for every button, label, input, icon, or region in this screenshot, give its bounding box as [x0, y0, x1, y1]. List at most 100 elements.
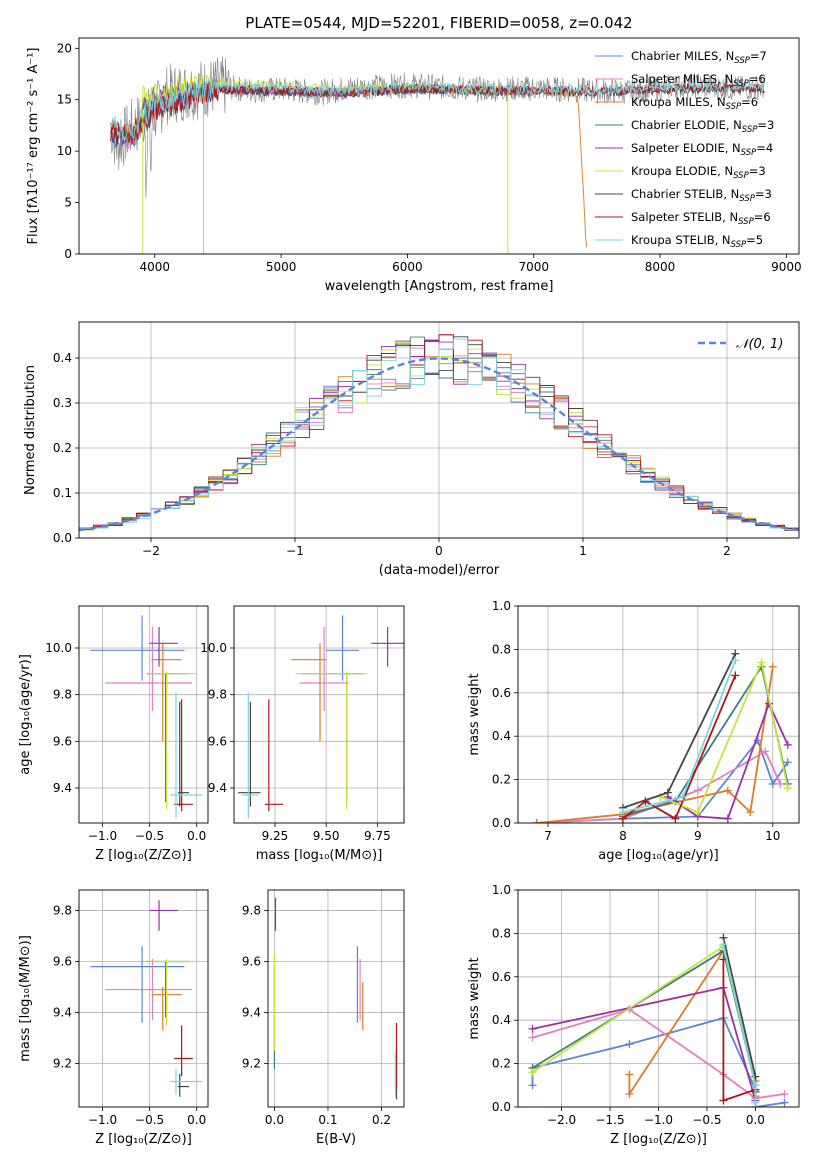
spectrum-axes: 4000 5000 6000 7000 8000 9000 0 5 10 15 20 waveleng…	[26, 41, 802, 294]
weight_vs_Z-ytick-label: 0.4	[492, 1013, 511, 1027]
age_vs_Z-xlabel: Z [log₁₀(Z/Z⊙)]	[95, 848, 192, 863]
weight_vs_age-ytick-label: 0.2	[492, 773, 511, 787]
age_vs_mass-ytick-label: 9.8	[208, 688, 227, 702]
weight_vs_Z-xtick-label: −1.5	[595, 1113, 624, 1127]
residuals-xtick-label: 2	[723, 544, 731, 558]
weight_vs_Z-xtick-label: −0.5	[692, 1113, 721, 1127]
weight_vs_Z-series-line	[532, 986, 757, 1101]
mass_vs_ebv-ytick-label: 9.6	[242, 954, 261, 968]
mass_vs_ebv-ytick-label: 9.8	[242, 903, 261, 917]
spectrum-xtick-label: 8000	[645, 260, 676, 274]
weight_vs_Z-ytick-label: 1.0	[492, 883, 511, 897]
spectrum-xtick-label: 6000	[392, 260, 423, 274]
residuals-ytick-label: 0.4	[53, 351, 72, 365]
residuals-ytick-label: 0.1	[53, 486, 72, 500]
legend-label: Chabrier STELIB, NSSP=3	[631, 187, 772, 204]
weight_vs_Z-ytick-label: 0.2	[492, 1057, 511, 1071]
residuals-xlabel: (data-model)/error	[379, 563, 500, 578]
mass_vs_ebv-xtick-label: 0.1	[318, 1113, 337, 1127]
figure-title: PLATE=0544, MJD=52201, FIBERID=0058, z=0…	[245, 14, 632, 32]
age_vs_mass-xtick-label: 9.25	[262, 829, 289, 843]
spectrum-legend: Chabrier MILES, NSSP=7 Salpeter MILES, NS…	[595, 49, 774, 250]
weight_vs_Z-ylabel: mass weight	[467, 957, 482, 1039]
spectrum-ytick-label: 0	[64, 247, 72, 261]
residuals-ytick-label: 0.3	[53, 396, 72, 410]
weight_vs_Z-xtick-label: −1.0	[644, 1113, 673, 1127]
weight_vs_age-xtick-label: 8	[619, 829, 627, 843]
age_vs_mass-xlabel: mass [log₁₀(M/M⊙)]	[256, 848, 383, 863]
age_vs_Z-ytick-label: 9.4	[53, 781, 72, 795]
mass_vs_ebv-xlabel: E(B-V)	[316, 1132, 356, 1147]
age_vs_Z-xtick-label: −1.0	[88, 829, 117, 843]
residuals-ytick-label: 0.0	[53, 531, 72, 545]
spectrum-model-line	[141, 74, 508, 108]
weight_vs_age-xlabel: age [log₁₀(age/yr)]	[598, 848, 719, 863]
legend-label: Kroupa STELIB, NSSP=5	[631, 233, 763, 250]
mass_vs_Z-xtick-label: −0.5	[135, 1113, 164, 1127]
residuals-ytick-label: 0.2	[53, 441, 72, 455]
residuals-xtick-label: −2	[142, 544, 160, 558]
age_vs_mass-xtick-label: 9.75	[364, 829, 391, 843]
age_vs_Z-frame	[78, 605, 209, 824]
spectrum-model-line	[110, 78, 765, 142]
legend-label: Salpeter STELIB, NSSP=6	[631, 210, 771, 227]
mass_vs_Z-ytick-label: 9.4	[53, 1006, 72, 1020]
residuals-plot-area	[79, 334, 799, 533]
spectrum-model-line	[110, 81, 765, 145]
legend-label: Chabrier ELODIE, NSSP=3	[631, 118, 774, 135]
age_vs_mass-plot-area	[238, 615, 404, 819]
age_vs_Z-axes: −1.0 −0.5 0.0 9.4 9.6 9.8 10.0 Z [log₁₀(Z/Z⊙)] a…	[18, 606, 208, 863]
weight_vs_Z-xtick-label: −2.0	[547, 1113, 576, 1127]
weight_vs_age-ylabel: mass weight	[467, 673, 482, 755]
residuals-xtick-label: 1	[579, 544, 587, 558]
age_vs_Z-xtick-label: 0.0	[187, 829, 206, 843]
spectrum-ylabel: Flux [fλ10⁻¹⁷ erg cm⁻² s⁻¹ A⁻¹]	[26, 48, 41, 245]
spectrum-ytick-label: 15	[57, 93, 72, 107]
spectrum-xtick-label: 9000	[771, 260, 802, 274]
weight_vs_Z-frame	[517, 889, 800, 1108]
mass_vs_ebv-frame	[267, 889, 405, 1108]
weight_vs_age-series-line	[660, 661, 789, 813]
spectrum-ytick-label: 5	[64, 196, 72, 210]
mass_vs_Z-xtick-label: 0.0	[187, 1113, 206, 1127]
residuals-xtick-label: 0	[435, 544, 443, 558]
spectrum-xlabel: wavelength [Angstrom, rest frame]	[325, 279, 554, 294]
legend-label: Salpeter MILES, NSSP=6	[631, 72, 766, 89]
age_vs_mass-ytick-label: 10.0	[200, 641, 227, 655]
weight_vs_age-plot-area	[532, 649, 792, 823]
weight_vs_Z-plot-area	[528, 933, 789, 1107]
mass_vs_ebv-plot-area	[273, 897, 398, 1100]
spectrum-ytick-label: 10	[57, 144, 72, 158]
spectrum-ytick-label: 20	[57, 41, 72, 55]
mass_vs_Z-ytick-label: 9.2	[53, 1057, 72, 1071]
legend-label: Salpeter ELODIE, NSSP=4	[631, 141, 773, 158]
age_vs_mass-ytick-label: 9.6	[208, 734, 227, 748]
legend-label: Chabrier MILES, NSSP=7	[631, 49, 767, 66]
age_vs_Z-ytick-label: 10.0	[45, 641, 72, 655]
weight_vs_Z-ytick-label: 0.0	[492, 1100, 511, 1114]
age_vs_Z-ytick-label: 9.8	[53, 688, 72, 702]
mass_vs_ebv-xtick-label: 0.2	[372, 1113, 391, 1127]
residuals-axes: −2 −1 0 1 2 0.0 0.1 0.2 0.3 0.4 (data-model)/error…	[23, 322, 799, 578]
weight_vs_age-ytick-label: 0.0	[492, 816, 511, 830]
spectrum-xtick-label: 5000	[266, 260, 297, 274]
mass_vs_Z-xlabel: Z [log₁₀(Z/Z⊙)]	[95, 1132, 192, 1147]
spectrum-xtick-label: 7000	[518, 260, 549, 274]
mass_vs_Z-ytick-label: 9.8	[53, 903, 72, 917]
residuals-xtick-label: −1	[286, 544, 304, 558]
weight_vs_Z-ytick-label: 0.6	[492, 970, 511, 984]
legend-label: Kroupa MILES, NSSP=6	[631, 95, 758, 112]
residual-histogram	[79, 338, 799, 533]
legend-label: Kroupa ELODIE, NSSP=3	[631, 164, 766, 181]
spectrum-plot-area	[110, 56, 766, 254]
age_vs_mass-ytick-label: 9.4	[208, 781, 227, 795]
mass_vs_Z-axes: −1.0 −0.5 0.0 9.2 9.4 9.6 9.8 Z [log₁₀(Z/Z⊙)] ma…	[18, 890, 208, 1147]
weight_vs_age-xtick-label: 9	[694, 829, 702, 843]
spectrum-xtick-label: 4000	[140, 260, 171, 274]
weight_vs_age-ytick-label: 0.6	[492, 686, 511, 700]
age_vs_Z-ylabel: age [log₁₀(age/yr)]	[18, 654, 33, 775]
weight_vs_age-xtick-label: 7	[544, 829, 552, 843]
weight_vs_Z-xlabel: Z [log₁₀(Z/Z⊙)]	[610, 1132, 707, 1147]
mass_vs_ebv-axes: 0.0 0.1 0.2 9.2 9.4 9.6 9.8 E(B-V)	[242, 890, 404, 1147]
